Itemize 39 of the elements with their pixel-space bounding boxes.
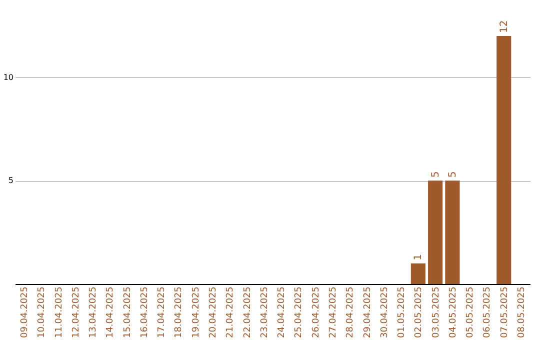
x-tick-label: 15.04.2025 bbox=[122, 286, 133, 338]
x-tick-label: 23.04.2025 bbox=[260, 286, 270, 338]
bar bbox=[410, 263, 426, 284]
bar bbox=[496, 36, 512, 284]
x-tick-label: 24.04.2025 bbox=[277, 286, 288, 338]
data-label: 5 bbox=[430, 171, 442, 178]
x-tick-label: 03.05.2025 bbox=[431, 286, 442, 338]
x-tick-label: 11.04.2025 bbox=[54, 286, 64, 338]
x-tick-label: 12.04.2025 bbox=[71, 286, 82, 338]
x-tick-label: 09.04.2025 bbox=[20, 286, 30, 338]
x-tick-label: 01.05.2025 bbox=[397, 286, 408, 338]
x-tick-label: 07.05.2025 bbox=[500, 286, 510, 338]
x-tick-label: 16.04.2025 bbox=[140, 286, 150, 338]
x-tick-label: 22.04.2025 bbox=[242, 286, 253, 338]
x-tick-label: 10.04.2025 bbox=[37, 286, 48, 338]
bar bbox=[428, 180, 443, 284]
data-label: 12 bbox=[498, 20, 510, 33]
x-tick-label: 21.04.2025 bbox=[226, 286, 236, 338]
x-tick-label: 04.05.2025 bbox=[448, 286, 458, 338]
x-tick-label: 13.04.2025 bbox=[88, 286, 99, 338]
x-tick-label: 29.04.2025 bbox=[362, 286, 373, 338]
x-tick-label: 18.04.2025 bbox=[174, 286, 184, 338]
bar bbox=[445, 180, 460, 284]
x-tick-label: 25.04.2025 bbox=[294, 286, 304, 338]
x-tick-label: 28.04.2025 bbox=[346, 286, 356, 338]
y-tick-label: 10 bbox=[3, 72, 14, 82]
x-tick-label: 20.04.2025 bbox=[208, 286, 219, 338]
x-tick-label: 27.04.2025 bbox=[328, 286, 338, 338]
data-label: 1 bbox=[413, 254, 424, 260]
x-tick-label: 05.05.2025 bbox=[466, 286, 476, 338]
x-tick-label: 17.04.2025 bbox=[157, 286, 168, 338]
x-tick-label: 26.04.2025 bbox=[311, 286, 322, 338]
x-tick-label: 30.04.2025 bbox=[380, 286, 390, 338]
x-tick-label: 02.05.2025 bbox=[414, 286, 424, 338]
x-tick-label: 14.04.2025 bbox=[106, 286, 116, 338]
x-tick-label: 06.05.2025 bbox=[482, 286, 493, 338]
x-tick-label: 19.04.2025 bbox=[191, 286, 202, 338]
data-label: 5 bbox=[447, 171, 458, 178]
x-tick-label: 08.05.2025 bbox=[517, 286, 528, 338]
